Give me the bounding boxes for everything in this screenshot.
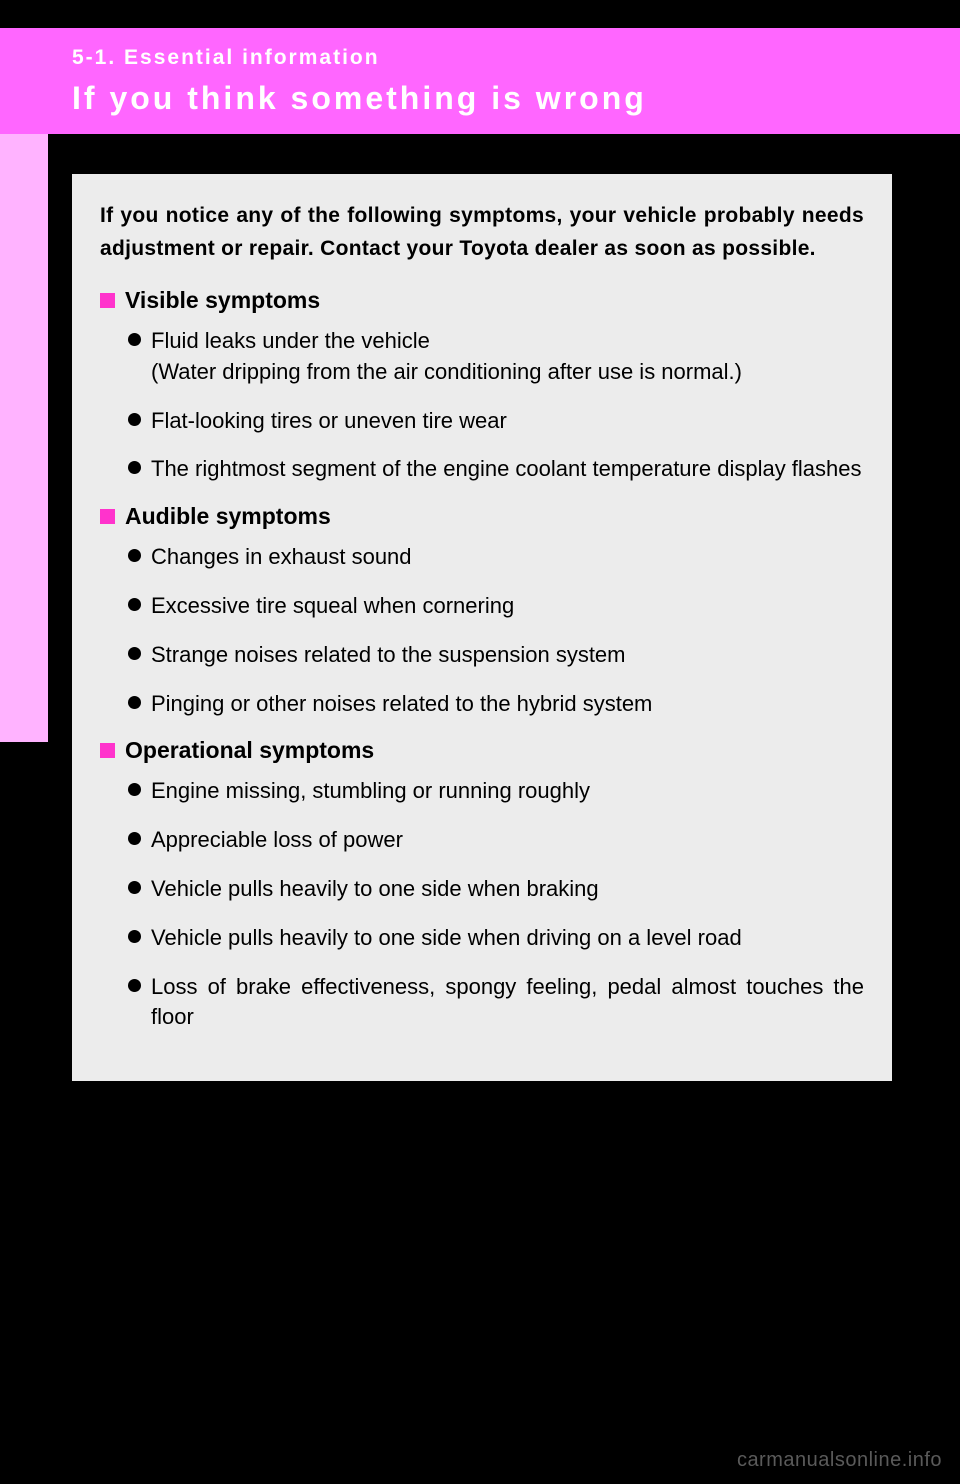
circle-bullet-icon bbox=[128, 413, 141, 426]
circle-bullet-icon bbox=[128, 461, 141, 474]
list-item: Appreciable loss of power bbox=[128, 825, 864, 856]
square-bullet-icon bbox=[100, 743, 115, 758]
list-item: Loss of brake effectiveness, spongy feel… bbox=[128, 972, 864, 1034]
circle-bullet-icon bbox=[128, 598, 141, 611]
category-heading: Operational symptoms bbox=[100, 737, 864, 764]
list-item: Changes in exhaust sound bbox=[128, 542, 864, 573]
category-title: Operational symptoms bbox=[125, 737, 374, 764]
intro-paragraph: If you notice any of the following sympt… bbox=[100, 200, 864, 265]
list-item-text: The rightmost segment of the engine cool… bbox=[151, 454, 862, 485]
page-title: If you think something is wrong bbox=[72, 80, 960, 117]
list-item-text: Flat-looking tires or uneven tire wear bbox=[151, 406, 507, 437]
square-bullet-icon bbox=[100, 509, 115, 524]
category-heading: Audible symptoms bbox=[100, 503, 864, 530]
list-item-text: Vehicle pulls heavily to one side when d… bbox=[151, 923, 742, 954]
list-item-text: Vehicle pulls heavily to one side when b… bbox=[151, 874, 599, 905]
list-item-text: Strange noises related to the suspension… bbox=[151, 640, 626, 671]
circle-bullet-icon bbox=[128, 696, 141, 709]
content-panel: If you notice any of the following sympt… bbox=[72, 174, 892, 1081]
list-item: The rightmost segment of the engine cool… bbox=[128, 454, 864, 485]
circle-bullet-icon bbox=[128, 549, 141, 562]
circle-bullet-icon bbox=[128, 647, 141, 660]
category-title: Visible symptoms bbox=[125, 287, 320, 314]
list-item: Strange noises related to the suspension… bbox=[128, 640, 864, 671]
list-item-text: Excessive tire squeal when cornering bbox=[151, 591, 514, 622]
circle-bullet-icon bbox=[128, 832, 141, 845]
list-item: Pinging or other noises related to the h… bbox=[128, 689, 864, 720]
circle-bullet-icon bbox=[128, 930, 141, 943]
category: Audible symptoms Changes in exhaust sound… bbox=[100, 503, 864, 719]
section-label: 5-1. Essential information bbox=[72, 46, 960, 70]
category-title: Audible symptoms bbox=[125, 503, 331, 530]
list-item-text: Appreciable loss of power bbox=[151, 825, 403, 856]
list-item: Vehicle pulls heavily to one side when b… bbox=[128, 874, 864, 905]
list-item: Flat-looking tires or uneven tire wear bbox=[128, 406, 864, 437]
list-item: Vehicle pulls heavily to one side when d… bbox=[128, 923, 864, 954]
list-item: Excessive tire squeal when cornering bbox=[128, 591, 864, 622]
category: Operational symptoms Engine missing, stum… bbox=[100, 737, 864, 1033]
circle-bullet-icon bbox=[128, 979, 141, 992]
list-item-text: Changes in exhaust sound bbox=[151, 542, 412, 573]
list-item-text: Fluid leaks under the vehicle (Water dri… bbox=[151, 326, 742, 388]
category: Visible symptoms Fluid leaks under the ve… bbox=[100, 287, 864, 485]
side-tab bbox=[0, 134, 48, 742]
categories-container: Visible symptoms Fluid leaks under the ve… bbox=[100, 287, 864, 1033]
category-heading: Visible symptoms bbox=[100, 287, 864, 314]
square-bullet-icon bbox=[100, 293, 115, 308]
list-item: Fluid leaks under the vehicle (Water dri… bbox=[128, 326, 864, 388]
list-item-text: Engine missing, stumbling or running rou… bbox=[151, 776, 590, 807]
watermark-text: carmanualsonline.info bbox=[737, 1449, 942, 1472]
circle-bullet-icon bbox=[128, 333, 141, 346]
circle-bullet-icon bbox=[128, 783, 141, 796]
circle-bullet-icon bbox=[128, 881, 141, 894]
list-item-text: Loss of brake effectiveness, spongy feel… bbox=[151, 972, 864, 1034]
list-item-text: Pinging or other noises related to the h… bbox=[151, 689, 652, 720]
header-band: 5-1. Essential information If you think … bbox=[0, 28, 960, 134]
list-item: Engine missing, stumbling or running rou… bbox=[128, 776, 864, 807]
